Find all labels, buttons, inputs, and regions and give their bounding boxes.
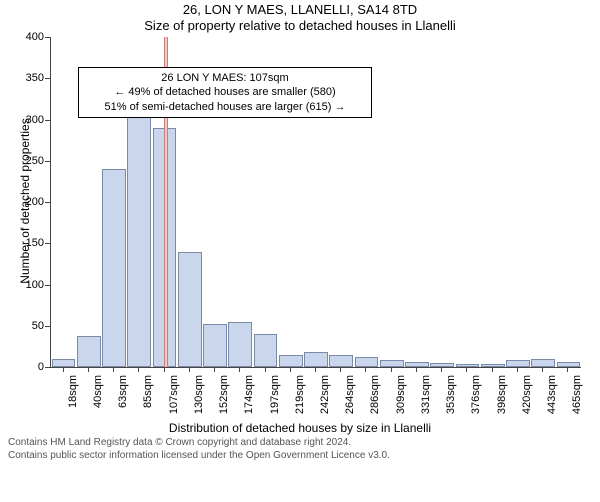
y-tick-mark — [45, 202, 50, 203]
x-tick-label: 130sqm — [193, 375, 205, 419]
x-tick-label: 18sqm — [67, 375, 79, 419]
x-axis-label: Distribution of detached houses by size … — [0, 421, 600, 435]
y-tick-label: 200 — [12, 196, 44, 208]
x-tick-mark — [567, 367, 568, 372]
y-tick-mark — [45, 285, 50, 286]
histogram-bar — [456, 364, 480, 367]
x-tick-mark — [391, 367, 392, 372]
y-tick-label: 350 — [12, 72, 44, 84]
y-tick-label: 50 — [12, 320, 44, 332]
x-tick-mark — [214, 367, 215, 372]
x-tick-label: 63sqm — [117, 375, 129, 419]
x-tick-label: 443sqm — [546, 375, 558, 419]
y-tick-label: 0 — [12, 361, 44, 373]
x-tick-mark — [340, 367, 341, 372]
x-tick-mark — [441, 367, 442, 372]
histogram-bar — [77, 336, 101, 367]
histogram-bar — [506, 360, 530, 367]
x-tick-mark — [315, 367, 316, 372]
histogram-bar — [178, 252, 202, 368]
x-tick-label: 219sqm — [294, 375, 306, 419]
histogram-bar — [254, 334, 278, 367]
x-tick-label: 420sqm — [521, 375, 533, 419]
x-tick-mark — [265, 367, 266, 372]
y-tick-mark — [45, 120, 50, 121]
histogram-bar — [557, 362, 581, 367]
chart-subtitle: Size of property relative to detached ho… — [0, 18, 600, 33]
x-tick-label: 174sqm — [243, 375, 255, 419]
y-tick-mark — [45, 326, 50, 327]
footer-line-1: Contains HM Land Registry data © Crown c… — [8, 436, 592, 449]
histogram-bar — [481, 364, 505, 367]
annotation-line-2: ← 49% of detached houses are smaller (58… — [85, 85, 365, 99]
histogram-bar — [405, 362, 429, 367]
x-tick-label: 85sqm — [142, 375, 154, 419]
x-tick-label: 376sqm — [470, 375, 482, 419]
histogram-bar — [279, 355, 303, 367]
x-tick-label: 398sqm — [496, 375, 508, 419]
x-tick-label: 242sqm — [319, 375, 331, 419]
x-tick-mark — [88, 367, 89, 372]
histogram-bar — [127, 115, 151, 367]
chart-container: Number of detached properties Distributi… — [0, 37, 600, 432]
x-tick-label: 264sqm — [344, 375, 356, 419]
x-tick-label: 40sqm — [92, 375, 104, 419]
y-tick-label: 400 — [12, 31, 44, 43]
x-tick-mark — [542, 367, 543, 372]
x-tick-label: 309sqm — [395, 375, 407, 419]
annotation-line-1: 26 LON Y MAES: 107sqm — [85, 71, 365, 85]
x-tick-label: 353sqm — [445, 375, 457, 419]
footer: Contains HM Land Registry data © Crown c… — [0, 432, 600, 462]
x-tick-mark — [466, 367, 467, 372]
x-tick-mark — [63, 367, 64, 372]
footer-line-2: Contains public sector information licen… — [8, 449, 592, 462]
x-tick-mark — [365, 367, 366, 372]
x-tick-mark — [113, 367, 114, 372]
histogram-bar — [52, 359, 76, 367]
histogram-bar — [380, 360, 404, 367]
x-tick-mark — [239, 367, 240, 372]
x-tick-mark — [517, 367, 518, 372]
annotation-line-3: 51% of semi-detached houses are larger (… — [85, 100, 365, 114]
x-tick-mark — [290, 367, 291, 372]
histogram-bar — [329, 355, 353, 367]
x-tick-label: 331sqm — [420, 375, 432, 419]
x-tick-mark — [492, 367, 493, 372]
x-tick-mark — [164, 367, 165, 372]
y-tick-mark — [45, 243, 50, 244]
y-tick-label: 250 — [12, 155, 44, 167]
histogram-bar — [355, 357, 379, 367]
x-tick-label: 152sqm — [218, 375, 230, 419]
x-tick-mark — [138, 367, 139, 372]
chart-title: 26, LON Y MAES, LLANELLI, SA14 8TD — [0, 2, 600, 17]
histogram-bar — [304, 352, 328, 367]
x-tick-mark — [189, 367, 190, 372]
y-tick-label: 300 — [12, 114, 44, 126]
histogram-bar — [430, 363, 454, 367]
histogram-bar — [531, 359, 555, 367]
histogram-bar — [228, 322, 252, 367]
x-tick-label: 107sqm — [168, 375, 180, 419]
histogram-bar — [203, 324, 227, 367]
x-tick-mark — [416, 367, 417, 372]
histogram-bar — [102, 169, 126, 367]
y-tick-mark — [45, 78, 50, 79]
y-tick-mark — [45, 367, 50, 368]
x-tick-label: 465sqm — [571, 375, 583, 419]
y-tick-mark — [45, 161, 50, 162]
y-tick-label: 100 — [12, 279, 44, 291]
x-tick-label: 197sqm — [269, 375, 281, 419]
y-tick-label: 150 — [12, 237, 44, 249]
annotation-box: 26 LON Y MAES: 107sqm ← 49% of detached … — [78, 67, 372, 118]
y-tick-mark — [45, 37, 50, 38]
x-tick-label: 286sqm — [369, 375, 381, 419]
